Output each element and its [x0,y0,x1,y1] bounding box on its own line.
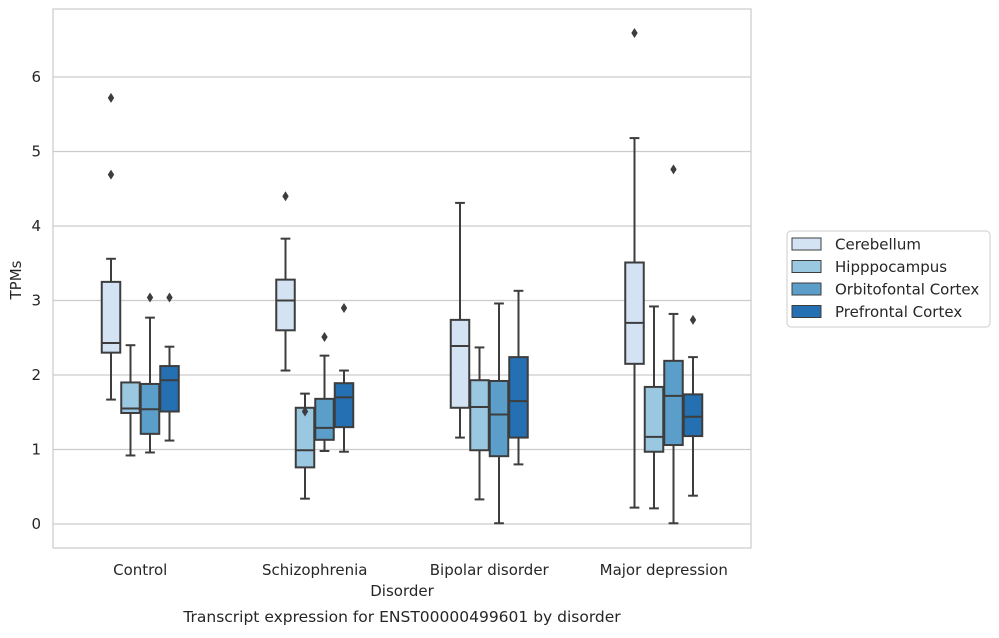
y-tick-label: 4 [31,217,41,235]
box-cerebellum [275,191,296,372]
box-orbitofontal-cortex [488,302,510,525]
box-iqr [449,318,471,409]
box-hipppocampus [120,344,141,457]
box-hipppocampus [643,305,665,510]
outlier-point [689,314,697,325]
box-iqr [294,406,316,469]
outlier-point [107,169,115,180]
box-prefrontal-cortex [508,289,529,466]
legend-swatch [791,260,822,273]
outlier-point [631,28,638,39]
x-tick-label: Major depression [600,561,728,579]
box-iqr [624,261,645,365]
box-orbitofontal-cortex [139,292,161,454]
box-hipppocampus [294,392,316,500]
legend-label: Cerebellum [835,236,921,254]
y-tick-label: 1 [31,441,41,459]
box-groups [100,28,704,525]
x-tick-label: Schizophrenia [262,561,367,579]
legend-swatch [791,282,822,296]
outlier-point [107,92,115,103]
outlier-point [282,191,289,202]
outlier-point [146,292,154,303]
box-iqr [643,385,665,453]
box-iqr [682,393,704,438]
legend: Cerebellum Hipppocampus Orbitofontal Corte… [786,230,991,328]
legend-frame [786,230,991,328]
box-iqr [159,365,180,413]
outlier-point [670,164,677,175]
x-tick-label: Control [113,561,167,579]
x-tick-label: Bipolar disorder [430,561,550,579]
y-tick-label: 3 [31,292,41,310]
box-iqr [275,278,296,332]
outlier-point [340,302,348,313]
grid-lines [53,76,751,525]
box-prefrontal-cortex [682,314,704,497]
outlier-point [321,332,328,343]
box-orbitofontal-cortex [663,164,684,525]
box-cerebellum [100,92,122,401]
figure-caption: Transcript expression for ENST0000049960… [182,608,621,626]
y-tick-label: 0 [31,515,41,533]
box-iqr [469,379,490,452]
box-prefrontal-cortex [333,302,355,453]
box-iqr [663,359,684,447]
x-axis-label: Disorder [370,582,434,600]
box-iqr [488,379,510,458]
box-prefrontal-cortex [159,292,180,442]
plot-area-frame [52,8,752,549]
y-tick-label: 2 [31,366,41,384]
legend-label: Prefrontal Cortex [835,303,962,321]
box-cerebellum [624,28,645,509]
y-tick-labels: 0 1 2 3 4 5 6 [31,68,41,533]
outlier-point [166,292,173,303]
y-axis-label: TPMs [7,260,25,300]
box-iqr [508,356,529,439]
x-tick-labels: Control Schizophrenia Bipolar disorder Majo… [113,561,728,579]
legend-swatch [791,237,822,251]
box-iqr [333,382,355,429]
legend-label: Hipppocampus [835,258,947,276]
box-iqr [314,397,335,441]
box-hipppocampus [469,346,490,501]
box-cerebellum [449,201,471,439]
box-iqr [100,280,122,354]
legend-swatch [791,305,822,318]
y-tick-label: 6 [31,68,41,86]
box-orbitofontal-cortex [314,332,335,452]
outlier-point [301,406,309,417]
legend-label: Orbitofontal Cortex [835,281,979,299]
y-tick-label: 5 [31,143,41,161]
